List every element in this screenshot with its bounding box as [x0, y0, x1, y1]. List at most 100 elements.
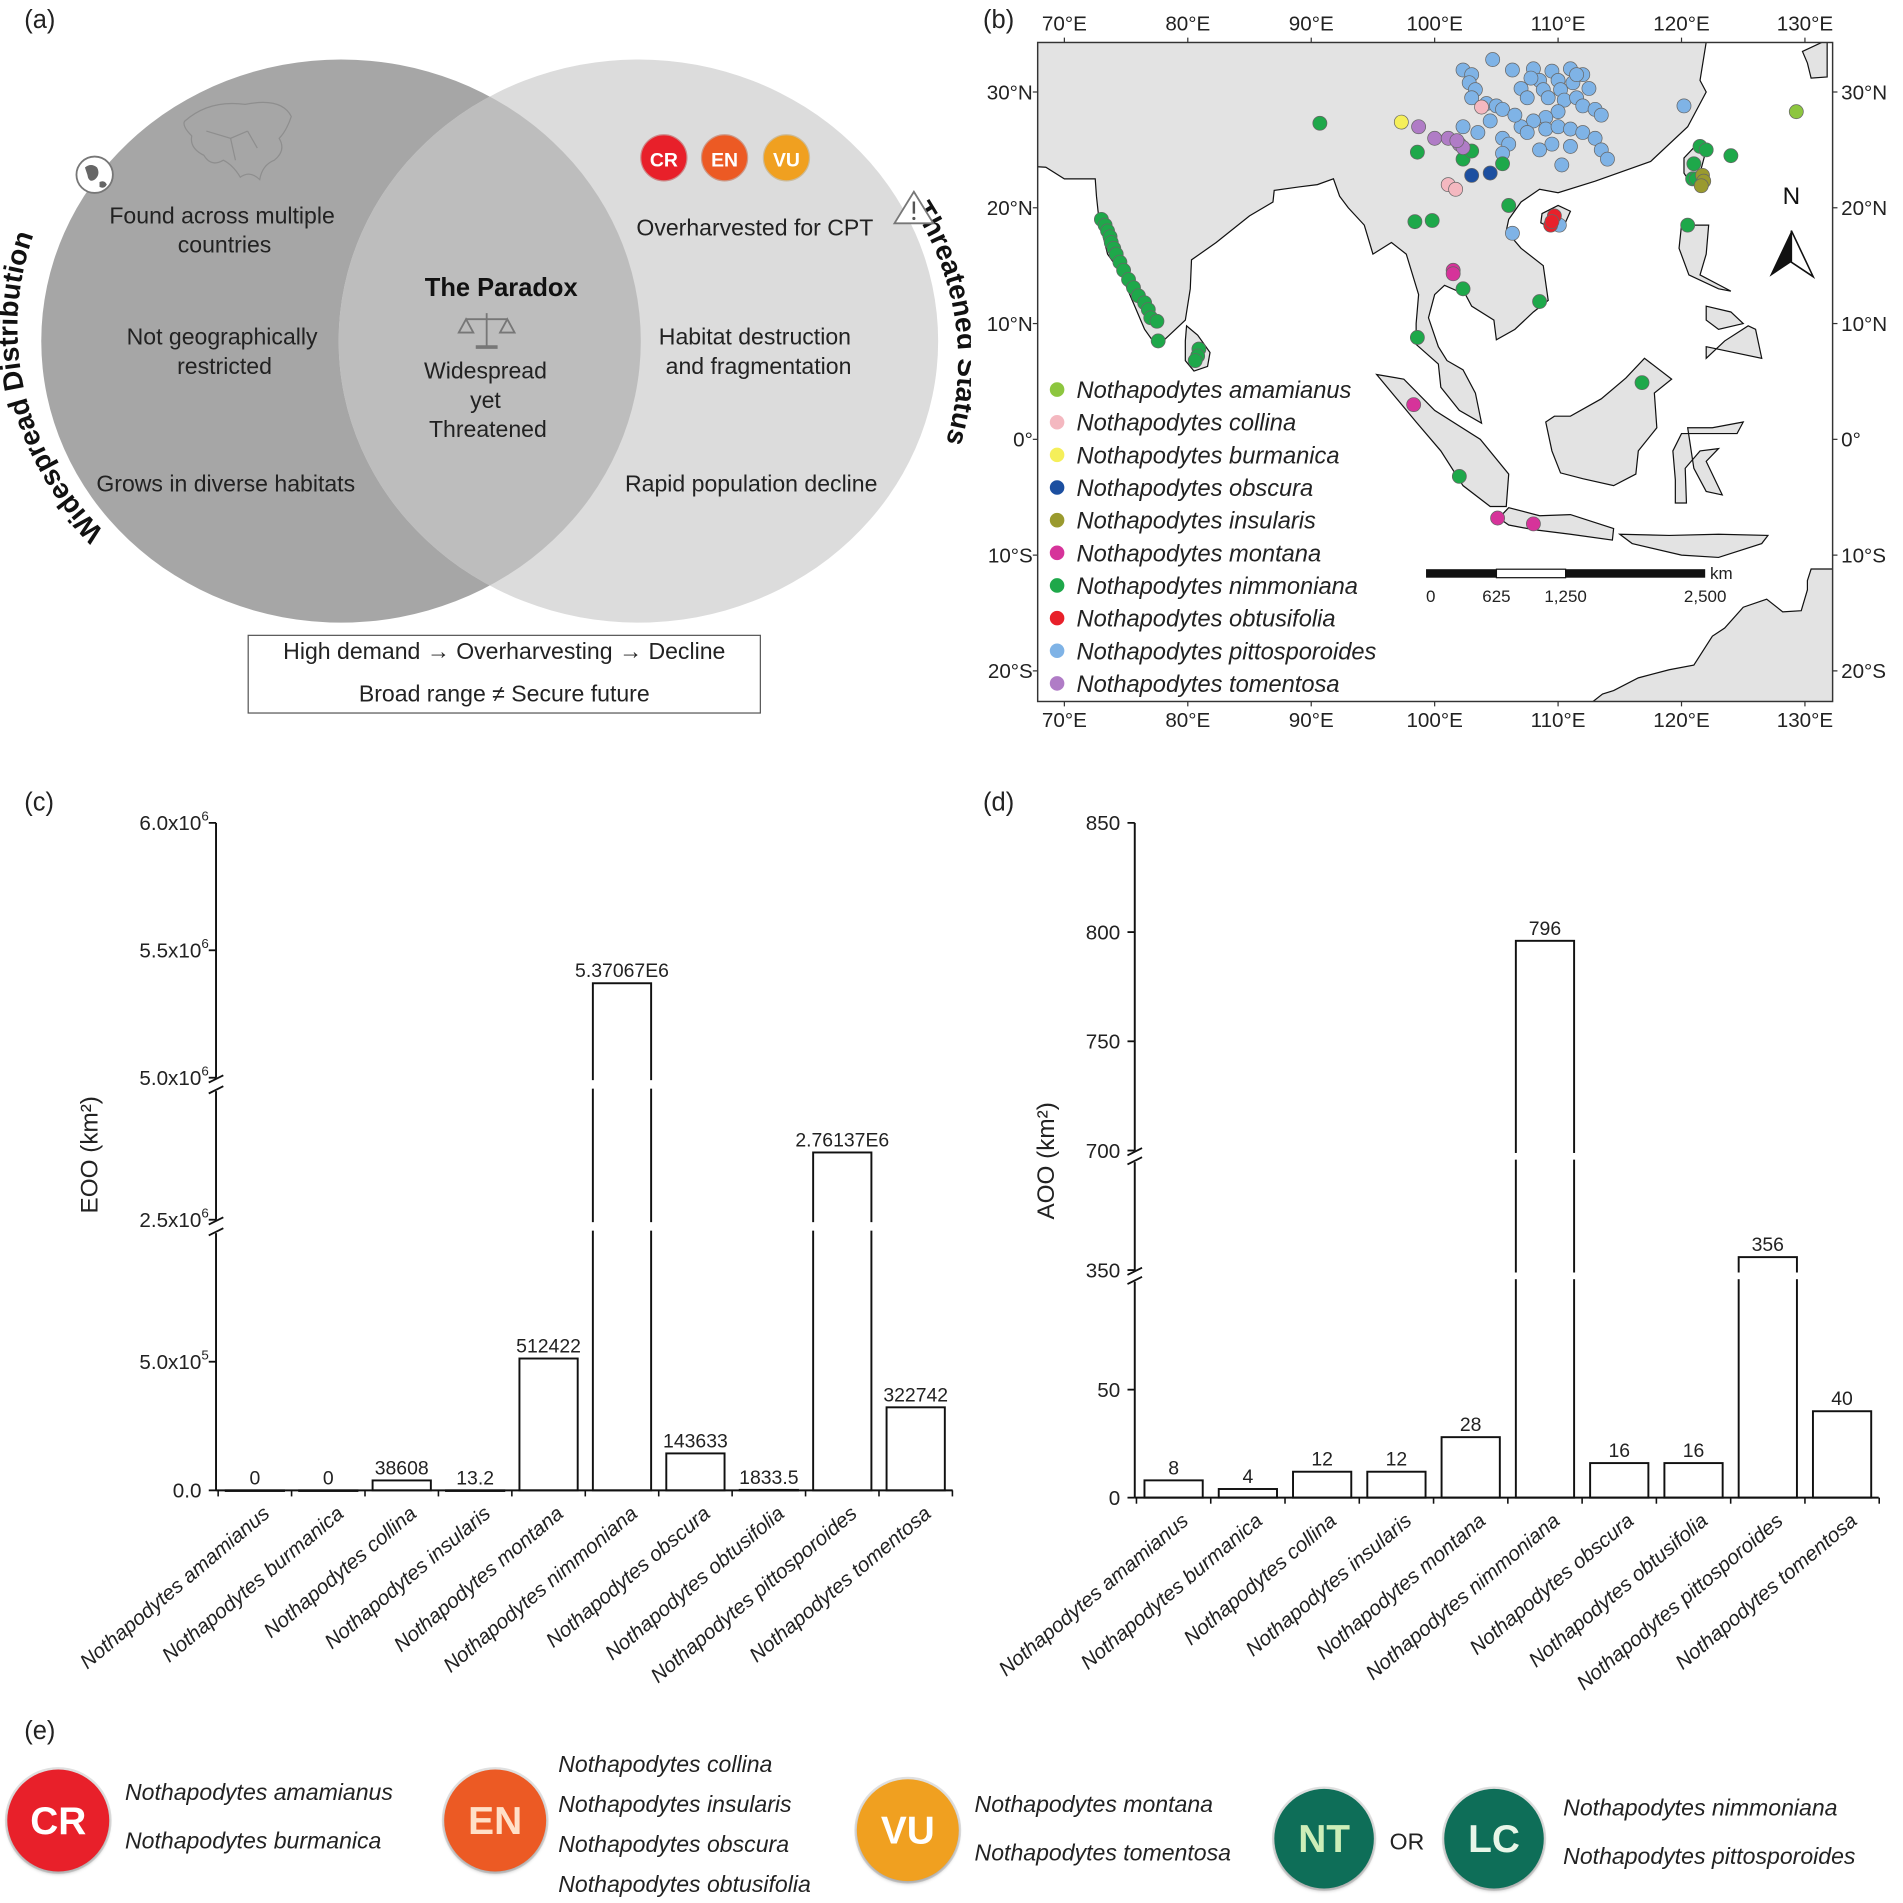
venn-center-title: The Paradox	[425, 274, 578, 302]
legend-marker	[1049, 512, 1065, 528]
landmass-luzon	[1678, 224, 1732, 292]
eoo-value-label: 5.37067E6	[575, 960, 669, 982]
asia-map-icon	[183, 101, 292, 181]
aoo-value-label: 12	[1386, 1449, 1408, 1471]
occurrence-point	[1411, 119, 1427, 135]
legend-label: Nothapodytes insularis	[1077, 509, 1316, 535]
occurrence-point	[1464, 167, 1480, 183]
eoo-value-label: 512422	[516, 1335, 581, 1357]
occurrence-point	[1563, 121, 1578, 137]
globe-icon	[75, 155, 114, 194]
lon-label-top: 80°E	[1165, 12, 1210, 35]
occurrence-point	[1680, 217, 1696, 233]
lat-label-left: 30°N	[987, 81, 1033, 104]
venn-overlap	[338, 59, 641, 623]
aoo-axis-break-gap	[1138, 1152, 1883, 1160]
occurrence-point	[1634, 375, 1650, 391]
legend-label: Nothapodytes montana	[1077, 541, 1322, 567]
species-name: Nothapodytes nimmoniana	[1563, 1796, 1838, 1822]
venn-center-line: Widespread	[424, 358, 547, 384]
eoo-y-tick-label: 2.5x106	[139, 1205, 208, 1232]
scale-bar-unit: km	[1710, 564, 1733, 583]
svg-text:CR: CR	[650, 149, 678, 171]
eoo-value-label: 2.76137E6	[795, 1129, 889, 1151]
aoo-y-tick-label: 700	[1086, 1140, 1120, 1163]
lon-label-bottom: 110°E	[1531, 709, 1586, 732]
eoo-axis-break-mark	[208, 1085, 224, 1095]
occurrence-point	[1788, 104, 1804, 120]
legend-marker	[1049, 610, 1065, 626]
occurrence-point	[1455, 119, 1471, 135]
status-badge-nt: NT	[1274, 1788, 1374, 1889]
eoo-y-tick-label: 5.5x106	[139, 936, 208, 963]
occurrence-point	[1424, 213, 1440, 228]
occurrence-point	[1409, 144, 1425, 160]
eoo-axis-title: EOO (km²)	[77, 1096, 104, 1214]
occurrence-point	[1474, 99, 1489, 115]
lat-label-left: 20°S	[988, 660, 1033, 683]
lon-label-bottom: 80°E	[1165, 709, 1210, 732]
legend-marker	[1049, 643, 1065, 659]
lat-label-right: 0°	[1841, 429, 1861, 452]
venn-right-item: Overharvested for CPT	[636, 214, 873, 240]
aoo-value-label: 4	[1242, 1466, 1253, 1488]
occurrence-point	[1575, 125, 1591, 140]
occurrence-point	[1464, 90, 1480, 106]
occurrence-point	[1676, 98, 1692, 114]
occurrence-point	[1519, 125, 1535, 140]
venn-center-line: yet	[470, 387, 501, 413]
venn-right-item: and fragmentation	[666, 353, 852, 379]
aoo-bar	[1514, 939, 1576, 1499]
bar-charts: 0.0 5.0x105 2.5x106 5.0x106 5.5x106 6.0x106 0 0…	[139, 808, 1883, 1510]
occurrence-point	[1723, 148, 1739, 164]
occurrence-point	[1495, 101, 1510, 117]
species-name: Nothapodytes amamianus	[125, 1780, 393, 1806]
aoo-bar	[1292, 1470, 1353, 1499]
occurrence-point	[1581, 81, 1597, 96]
occurrence-point	[1544, 214, 1560, 230]
legend-label: Nothapodytes obtusifolia	[1077, 607, 1336, 633]
aoo-y-tick-label: 0	[1109, 1487, 1120, 1510]
venn-left-item: Found across multiple	[109, 202, 334, 228]
aoo-bar	[1663, 1462, 1724, 1499]
occurrence-point	[1427, 130, 1443, 146]
aoo-value-label: 356	[1752, 1234, 1784, 1256]
occurrence-point	[1532, 142, 1547, 158]
lon-label-bottom: 130°E	[1777, 709, 1833, 732]
eoo-axis-break-gap	[219, 1222, 957, 1231]
panel-label-a: (a)	[24, 6, 56, 34]
eoo-axis-break-mark	[208, 1074, 224, 1084]
aoo-bar	[1143, 1479, 1204, 1499]
landmass-australia	[1592, 568, 1833, 702]
status-badge-en: EN	[444, 1769, 547, 1872]
occurrence-point	[1393, 114, 1409, 130]
occurrence-point	[1482, 165, 1498, 181]
occurrence-point	[1505, 62, 1520, 78]
legend-label: Nothapodytes tomentosa	[1077, 672, 1340, 698]
venn-left-item: restricted	[177, 353, 272, 379]
aoo-value-label: 796	[1529, 918, 1561, 940]
lat-label-left: 10°S	[988, 544, 1033, 567]
aoo-value-label: 40	[1831, 1388, 1853, 1410]
legend-label: Nothapodytes amamianus	[1077, 378, 1352, 404]
occurrence-point	[1550, 104, 1566, 120]
aoo-value-label: 28	[1460, 1414, 1482, 1436]
legend-label: Nothapodytes obscura	[1077, 476, 1314, 502]
aoo-value-label: 16	[1608, 1440, 1630, 1462]
eoo-axis-break-mark	[208, 1216, 224, 1226]
aoo-axis-break-mark	[1127, 1156, 1143, 1166]
legend-label: Nothapodytes burmanica	[1077, 443, 1340, 469]
occurrence-point	[1600, 151, 1615, 167]
legend-marker	[1049, 480, 1065, 495]
lat-label-right: 10°N	[1841, 313, 1887, 336]
occurrence-point	[1495, 156, 1510, 172]
badge-cr: CR	[640, 134, 688, 182]
lon-label-top: 130°E	[1777, 12, 1833, 35]
venn-center-line: Threatened	[429, 416, 547, 442]
species-name: Nothapodytes pittosporoides	[1563, 1844, 1856, 1871]
badge-vu: VU	[762, 134, 811, 182]
aoo-value-label: 16	[1683, 1440, 1705, 1462]
legend-label: Nothapodytes nimmoniana	[1077, 574, 1358, 600]
venn-diagram: Widespread Distribution Threatened Statu…	[0, 59, 971, 623]
venn-left-item: Not geographically	[127, 324, 318, 350]
